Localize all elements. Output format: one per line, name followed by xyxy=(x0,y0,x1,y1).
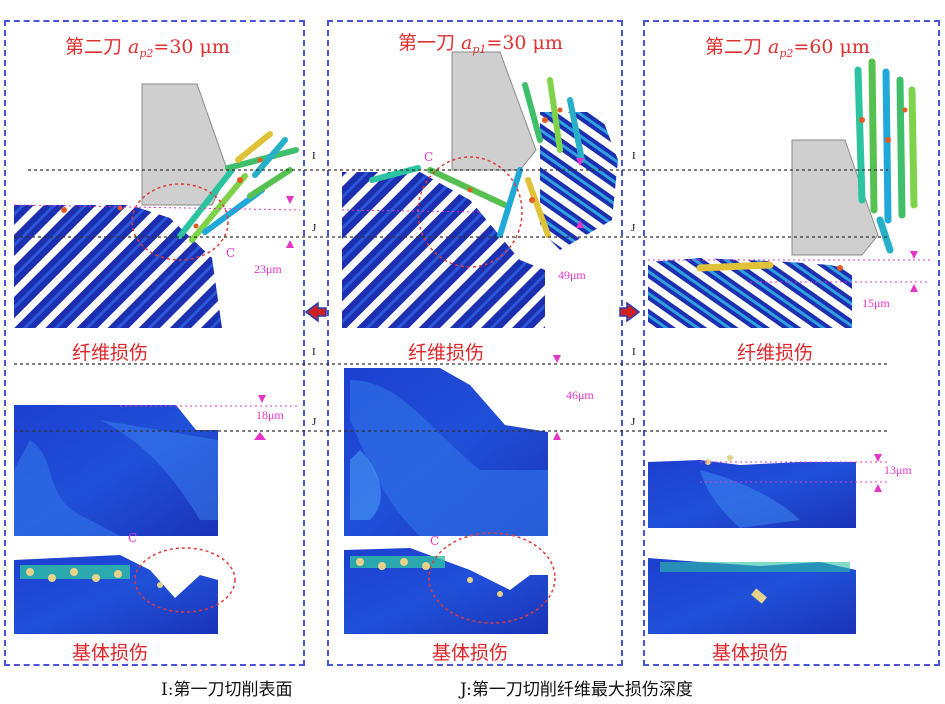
panel3-matrix-damage-model xyxy=(648,558,856,634)
panel2-matrix-damage-label: 基体损伤 xyxy=(432,642,509,664)
arrow-left-icon xyxy=(304,301,327,323)
panel-second-cut-60um xyxy=(643,20,940,666)
i-marker-mid-right: I xyxy=(632,346,636,358)
panel3-matrix-damage-label: 基体损伤 xyxy=(712,642,789,664)
arrow-right-icon xyxy=(619,301,641,323)
panel3-fiber-model xyxy=(648,58,918,328)
panel3-matrix-depth: 13μm xyxy=(884,463,912,477)
j-marker-top: J xyxy=(312,222,317,234)
panel3-title: 第二刀 ap2=60 μm xyxy=(705,36,870,60)
panel1-matrix-model xyxy=(14,405,218,536)
panel1-matrix-damage-label: 基体损伤 xyxy=(72,642,149,664)
j-marker-mid: J xyxy=(312,416,317,428)
caption-j-line: J:第一刀切削纤维最大损伤深度 xyxy=(460,680,693,700)
panel2-matrix-c-marker: C xyxy=(430,534,440,548)
panel1-title: 第二刀 ap2=30 μm xyxy=(65,36,230,60)
panel2-fiber-model xyxy=(342,51,618,328)
panel2-matrix-damage-model xyxy=(344,532,556,634)
panel2-matrix-model xyxy=(344,368,548,536)
panel2-fiber-depth: 49μm xyxy=(558,268,586,282)
panel3-matrix-model xyxy=(648,455,856,528)
panel3-fiber-damage-label: 纤维损伤 xyxy=(737,342,814,364)
i-marker-top-right: I xyxy=(632,150,636,162)
panel2-c-marker: C xyxy=(424,150,434,164)
panel3-fiber-depth: 15μm xyxy=(862,296,890,310)
reference-lines xyxy=(14,169,890,432)
panel-second-cut-30um xyxy=(4,20,305,666)
panel2-matrix-depth: 46μm xyxy=(566,388,594,402)
j-marker-top-right: J xyxy=(631,222,636,234)
panel1-c-marker: C xyxy=(226,246,236,260)
panel1-matrix-c-marker: C xyxy=(128,531,138,545)
panel1-fiber-depth: 23μm xyxy=(254,262,282,276)
panel1-matrix-damage-model xyxy=(14,547,236,634)
panel1-fiber-damage-label: 纤维损伤 xyxy=(72,342,149,364)
i-marker-mid: I xyxy=(312,346,316,358)
depth-arrows xyxy=(254,158,918,492)
panel1-fiber-model xyxy=(14,83,299,328)
j-marker-mid-right: J xyxy=(631,416,636,428)
panel2-title: 第一刀 ap1=30 μm xyxy=(398,32,563,56)
panel2-fiber-damage-label: 纤维损伤 xyxy=(408,342,485,364)
panel1-matrix-depth: 18μm xyxy=(256,408,284,422)
panel-first-cut-30um xyxy=(327,20,623,666)
depth-dimension-lines xyxy=(13,204,930,483)
i-marker-top: I xyxy=(312,150,316,162)
caption-i-line: I:第一刀切削表面 xyxy=(161,680,293,700)
